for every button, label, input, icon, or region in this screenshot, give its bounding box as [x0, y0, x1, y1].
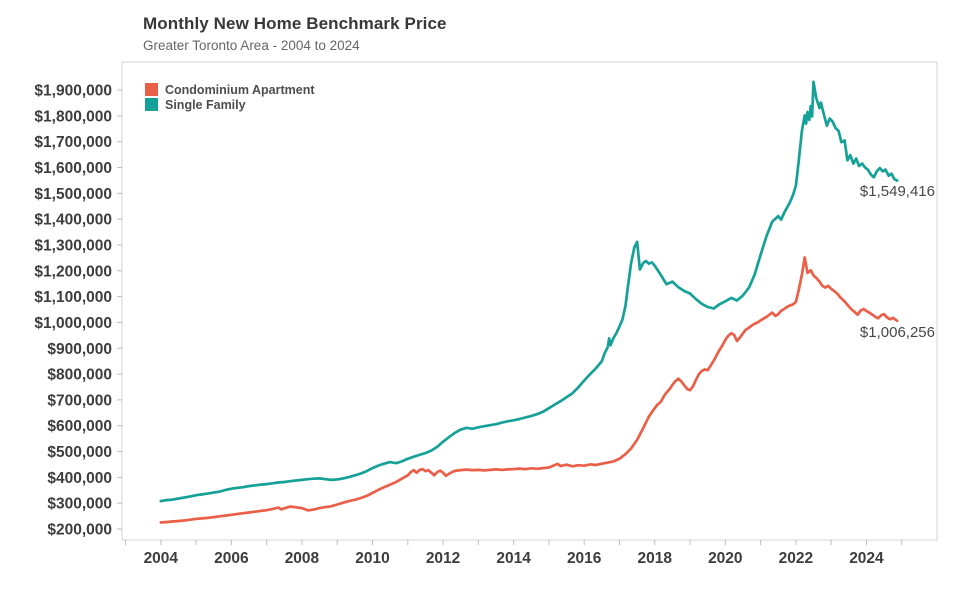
chart-header: Monthly New Home Benchmark Price Greater… [143, 14, 447, 53]
x-axis-tick-label: 2010 [355, 550, 389, 567]
y-axis-tick-label: $1,400,000 [34, 212, 112, 229]
y-axis-tick-label: $1,300,000 [34, 237, 112, 254]
y-axis-tick-label: $1,100,000 [34, 289, 112, 306]
y-axis-tick-label: $1,700,000 [34, 134, 112, 151]
annotation-single-family-latest-value: $1,549,416 [859, 183, 935, 200]
x-axis-tick-label: 2020 [708, 550, 742, 567]
x-axis-tick-label: 2022 [779, 550, 813, 567]
legend-item-single-family[interactable]: Single Family [145, 97, 315, 112]
legend-swatch-condo-icon [145, 83, 158, 96]
series-line-condominium-apartment [159, 256, 899, 524]
legend-label: Single Family [165, 97, 246, 112]
plot-border [121, 61, 938, 541]
annotation-condo-latest-value: $1,006,256 [859, 324, 935, 341]
y-axis-tick-label: $1,800,000 [34, 108, 112, 125]
y-axis-tick-label: $1,900,000 [34, 83, 112, 100]
chart-legend: Condominium Apartment Single Family [145, 82, 315, 112]
y-axis-tick-label: $600,000 [47, 418, 112, 435]
chart-title: Monthly New Home Benchmark Price [143, 14, 447, 33]
y-axis-tick-label: $1,500,000 [34, 186, 112, 203]
x-axis-tick-label: 2016 [567, 550, 602, 567]
x-axis-tick-label: 2014 [496, 550, 531, 567]
y-axis-tick-label: $500,000 [47, 444, 112, 461]
y-axis-tick-label: $400,000 [47, 470, 112, 487]
y-axis-tick-label: $700,000 [47, 392, 112, 409]
x-axis-tick-label: 2006 [214, 550, 249, 567]
y-axis-tick-label: $900,000 [47, 341, 112, 358]
y-axis-tick-label: $1,600,000 [34, 160, 112, 177]
legend-swatch-single-family-icon [145, 98, 158, 111]
x-axis-tick-label: 2004 [144, 550, 179, 567]
x-axis-tick-label: 2018 [638, 550, 673, 567]
y-axis-tick-label: $1,000,000 [34, 315, 112, 332]
y-axis-tick-label: $800,000 [47, 367, 112, 384]
y-axis-tick-label: $1,200,000 [34, 263, 112, 280]
legend-item-condominium-apartment[interactable]: Condominium Apartment [145, 82, 315, 97]
x-axis-tick-label: 2024 [849, 550, 884, 567]
x-axis-tick-label: 2008 [285, 550, 320, 567]
y-axis-tick-label: $300,000 [47, 496, 112, 513]
y-axis-tick-label: $200,000 [47, 522, 112, 539]
legend-label: Condominium Apartment [165, 82, 315, 97]
chart-subtitle: Greater Toronto Area - 2004 to 2024 [143, 38, 360, 53]
series-line-single-family [159, 80, 899, 503]
x-axis-tick-label: 2012 [426, 550, 460, 567]
